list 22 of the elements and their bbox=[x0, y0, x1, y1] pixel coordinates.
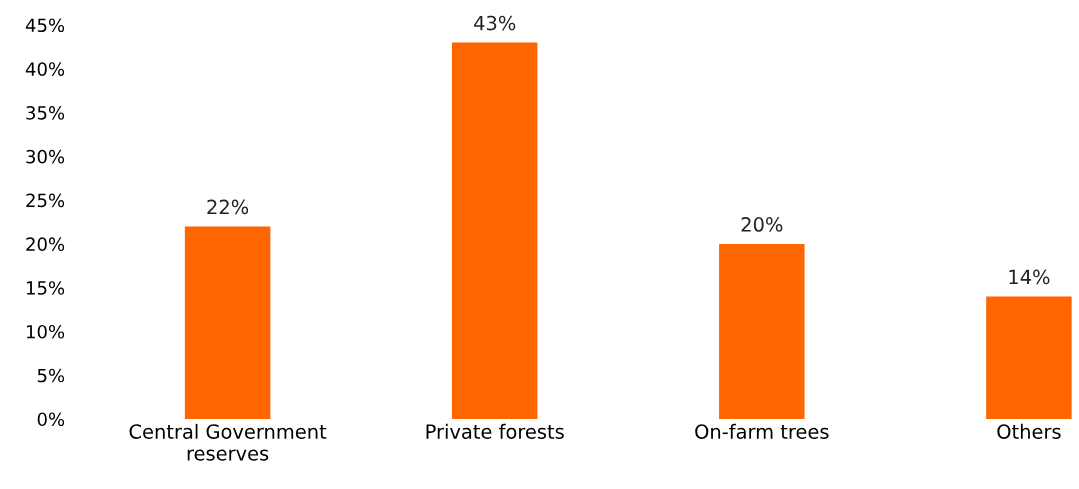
y-tick-label: 25% bbox=[26, 193, 65, 208]
bar bbox=[986, 296, 1072, 419]
bar bbox=[184, 226, 271, 419]
x-tick-label: Private forests bbox=[426, 423, 564, 439]
x-tick-label: On-farm trees bbox=[695, 423, 829, 439]
x-tick-label: Others bbox=[997, 423, 1061, 439]
y-tick-label: 0% bbox=[37, 412, 65, 427]
bar bbox=[719, 243, 805, 419]
data-label: 22% bbox=[207, 199, 249, 215]
y-tick-label: 45% bbox=[25, 18, 65, 33]
x-tick-label: Central Government reserves bbox=[129, 423, 327, 461]
y-tick-label: 10% bbox=[26, 324, 65, 339]
y-tick-label: 20% bbox=[26, 237, 65, 252]
data-label: 14% bbox=[1009, 269, 1050, 285]
y-tick-label: 5% bbox=[37, 368, 65, 383]
data-label: 43% bbox=[474, 15, 516, 31]
bar bbox=[451, 42, 538, 419]
y-tick-label: 15% bbox=[26, 281, 65, 295]
y-tick-label: 35% bbox=[26, 106, 65, 120]
y-tick-label: 30% bbox=[26, 149, 65, 164]
y-tick-label: 40% bbox=[25, 62, 65, 76]
data-label: 20% bbox=[741, 217, 783, 232]
